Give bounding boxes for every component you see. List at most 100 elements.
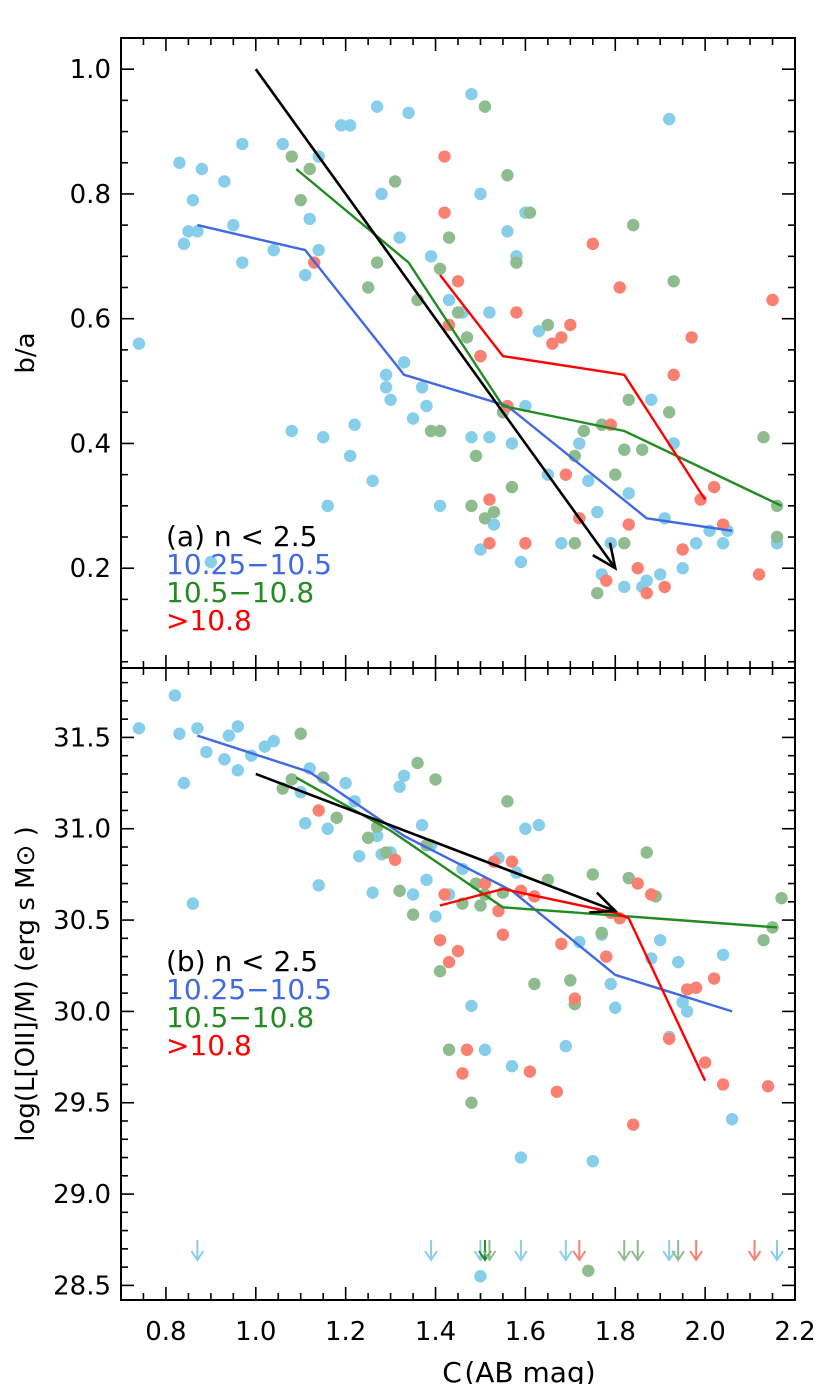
data-point xyxy=(456,1067,469,1080)
data-point xyxy=(267,243,280,257)
upper-limit-arrow-head xyxy=(630,1250,645,1262)
arrow-head xyxy=(592,542,618,571)
data-point xyxy=(716,518,730,531)
data-point xyxy=(177,776,191,790)
data-point xyxy=(424,424,438,438)
data-point xyxy=(523,206,537,219)
data-point xyxy=(451,275,465,288)
data-point xyxy=(528,977,541,991)
y-axis-title: log(L[OII]/M) (erg s M⊙ ) xyxy=(11,826,41,1142)
data-point xyxy=(438,206,451,219)
data-point xyxy=(168,689,182,702)
y-tick-label: 0.4 xyxy=(70,429,111,459)
data-point xyxy=(348,418,361,431)
data-point xyxy=(236,137,249,151)
data-point xyxy=(231,764,245,777)
data-point xyxy=(591,505,604,519)
data-point xyxy=(770,530,784,544)
x-tick-label: 2.2 xyxy=(774,1317,815,1347)
data-point xyxy=(532,818,546,832)
data-point xyxy=(339,776,352,790)
data-point xyxy=(577,424,591,438)
upper-limit-arrow-head xyxy=(424,1250,438,1262)
data-point xyxy=(379,846,393,859)
legend-entry: 10.5−10.8 xyxy=(166,576,314,609)
data-point xyxy=(707,480,721,494)
legend-entry: 10.5−10.8 xyxy=(166,1001,314,1034)
y-tick-label: 0.8 xyxy=(70,180,111,210)
data-point xyxy=(510,256,523,269)
data-point xyxy=(613,281,626,294)
data-point xyxy=(761,1080,775,1093)
y-tick-label: 29.5 xyxy=(53,1089,111,1119)
data-point xyxy=(433,933,447,947)
data-point xyxy=(312,804,325,817)
data-point xyxy=(555,937,568,951)
data-point xyxy=(483,306,496,319)
data-point xyxy=(303,212,316,226)
data-point xyxy=(258,740,271,753)
data-point xyxy=(465,499,478,513)
median-line xyxy=(295,168,783,507)
x-tick-label: 2.0 xyxy=(684,1317,725,1347)
data-point xyxy=(451,306,465,319)
data-point xyxy=(631,561,644,575)
y-tick-label: 31.0 xyxy=(53,815,111,845)
data-point xyxy=(236,256,249,269)
data-point xyxy=(460,1043,474,1056)
data-point xyxy=(492,904,505,918)
data-point xyxy=(478,100,492,113)
data-point xyxy=(433,424,447,438)
data-point xyxy=(483,431,496,444)
data-point xyxy=(366,886,379,899)
data-point xyxy=(600,950,613,963)
data-point xyxy=(766,293,779,307)
data-point xyxy=(568,992,582,1005)
data-point xyxy=(321,822,334,835)
upper-limit-arrow-head xyxy=(514,1250,528,1262)
data-point xyxy=(474,187,487,201)
data-point xyxy=(582,474,595,488)
data-point xyxy=(586,868,599,881)
data-point xyxy=(505,437,519,450)
data-point xyxy=(411,756,424,770)
data-point xyxy=(640,846,653,859)
data-point xyxy=(487,518,501,531)
legend-entry: 10.25−10.5 xyxy=(166,548,332,581)
data-point xyxy=(456,862,469,876)
y-tick-label: 31.5 xyxy=(53,723,111,753)
data-point xyxy=(662,112,676,126)
data-point xyxy=(514,555,528,569)
data-point xyxy=(483,537,496,550)
data-point xyxy=(636,443,649,456)
data-point xyxy=(195,162,209,176)
data-point xyxy=(366,474,379,488)
data-point xyxy=(523,1065,537,1078)
median-line xyxy=(439,887,707,1082)
y-axis-title: b/a xyxy=(11,332,41,373)
data-point xyxy=(496,928,510,941)
data-point xyxy=(532,324,546,338)
data-point xyxy=(375,187,388,201)
data-point xyxy=(595,926,608,940)
data-point xyxy=(604,977,617,991)
data-point xyxy=(609,1001,622,1014)
data-point xyxy=(343,449,357,463)
data-point xyxy=(317,771,330,784)
data-point xyxy=(622,871,635,885)
data-point xyxy=(716,948,730,961)
data-point xyxy=(285,150,298,163)
data-point xyxy=(424,250,438,263)
data-point xyxy=(676,543,689,556)
data-point xyxy=(474,1270,487,1283)
data-point xyxy=(321,499,334,513)
data-point xyxy=(640,574,653,587)
data-point xyxy=(294,193,307,207)
data-point xyxy=(618,443,631,456)
data-point xyxy=(191,225,204,238)
data-point xyxy=(689,981,703,994)
data-point xyxy=(465,431,478,444)
y-tick-label: 1.0 xyxy=(70,55,111,85)
data-point xyxy=(420,399,433,413)
data-point xyxy=(370,100,384,113)
